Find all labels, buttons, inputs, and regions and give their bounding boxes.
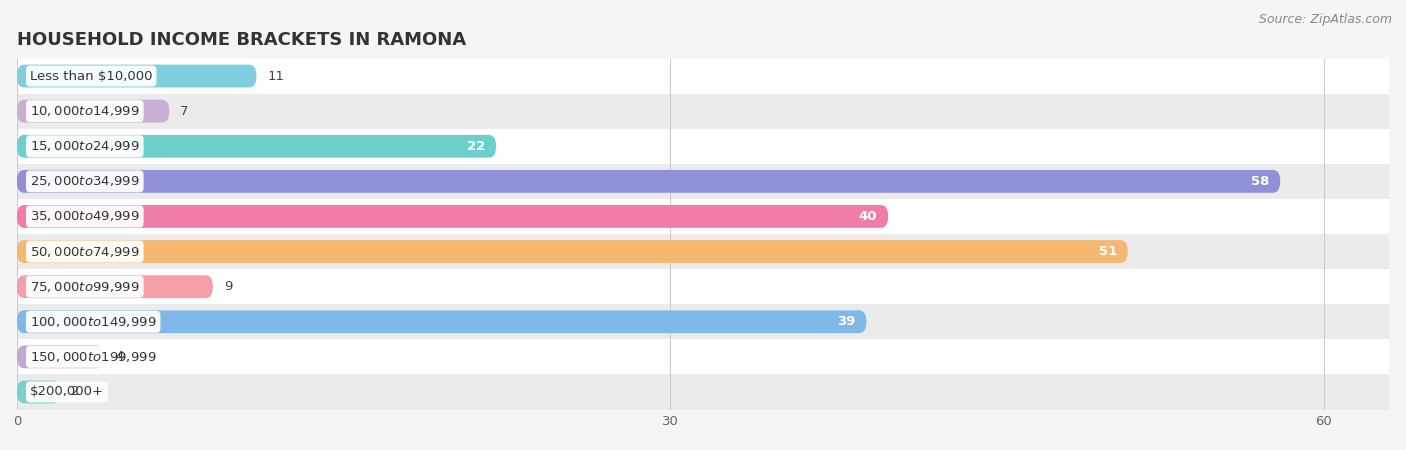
Bar: [17, 94, 1389, 129]
Text: $10,000 to $14,999: $10,000 to $14,999: [30, 104, 139, 118]
Text: $75,000 to $99,999: $75,000 to $99,999: [30, 279, 139, 294]
FancyBboxPatch shape: [17, 275, 212, 298]
Text: Less than $10,000: Less than $10,000: [30, 70, 152, 82]
Text: 9: 9: [224, 280, 232, 293]
Text: 7: 7: [180, 105, 188, 117]
FancyBboxPatch shape: [17, 310, 866, 333]
Bar: [17, 199, 1389, 234]
Text: $150,000 to $199,999: $150,000 to $199,999: [30, 350, 156, 364]
FancyBboxPatch shape: [17, 65, 256, 87]
FancyBboxPatch shape: [17, 240, 1128, 263]
Bar: [17, 164, 1389, 199]
Text: $50,000 to $74,999: $50,000 to $74,999: [30, 244, 139, 259]
FancyBboxPatch shape: [17, 170, 1281, 193]
Bar: [17, 58, 1389, 94]
Bar: [17, 339, 1389, 374]
Text: 39: 39: [837, 315, 855, 328]
FancyBboxPatch shape: [17, 100, 169, 122]
Text: $35,000 to $49,999: $35,000 to $49,999: [30, 209, 139, 224]
Text: HOUSEHOLD INCOME BRACKETS IN RAMONA: HOUSEHOLD INCOME BRACKETS IN RAMONA: [17, 31, 465, 49]
Text: Source: ZipAtlas.com: Source: ZipAtlas.com: [1258, 14, 1392, 27]
Bar: [17, 234, 1389, 269]
Bar: [17, 304, 1389, 339]
Text: 2: 2: [72, 386, 80, 398]
FancyBboxPatch shape: [17, 346, 104, 368]
Text: 40: 40: [859, 210, 877, 223]
Text: $200,000+: $200,000+: [30, 386, 104, 398]
FancyBboxPatch shape: [17, 205, 889, 228]
Bar: [17, 374, 1389, 410]
FancyBboxPatch shape: [17, 135, 496, 158]
Text: 4: 4: [115, 351, 124, 363]
Text: $100,000 to $149,999: $100,000 to $149,999: [30, 315, 156, 329]
Text: 22: 22: [467, 140, 485, 153]
Text: $15,000 to $24,999: $15,000 to $24,999: [30, 139, 139, 153]
FancyBboxPatch shape: [17, 381, 60, 403]
Text: 51: 51: [1098, 245, 1116, 258]
Bar: [17, 269, 1389, 304]
Bar: [17, 129, 1389, 164]
Text: 11: 11: [267, 70, 284, 82]
Text: $25,000 to $34,999: $25,000 to $34,999: [30, 174, 139, 189]
Text: 58: 58: [1251, 175, 1270, 188]
